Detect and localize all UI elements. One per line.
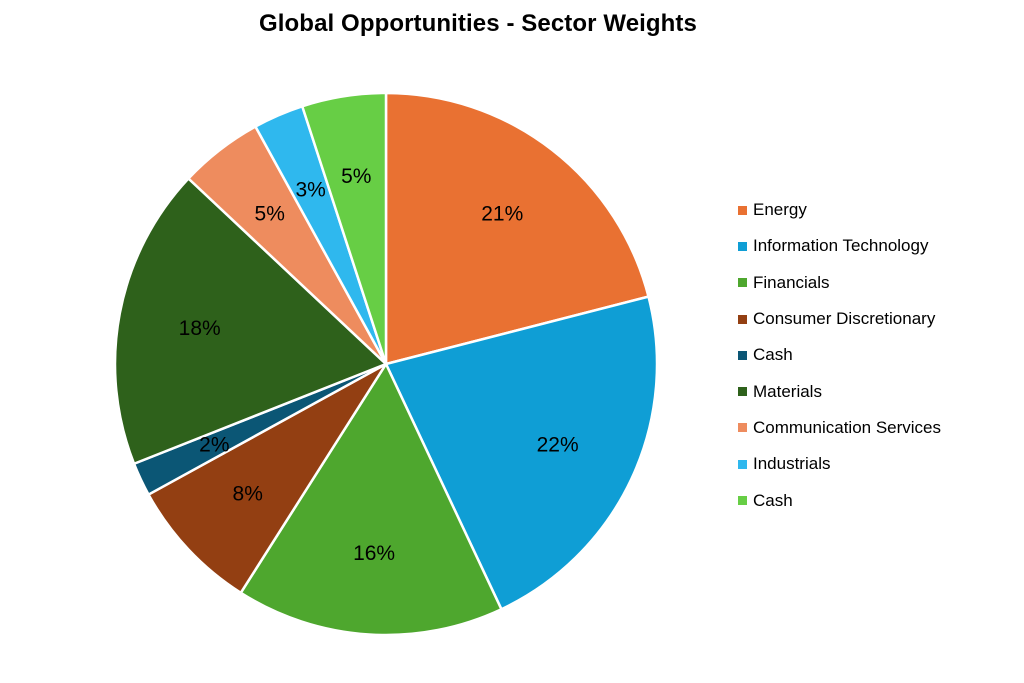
data-label-1: 21% xyxy=(481,203,523,226)
legend-item: Communication Services xyxy=(738,410,1018,446)
legend-item: Financials xyxy=(738,265,1018,301)
legend-item: Consumer Discretionary xyxy=(738,301,1018,337)
data-label-4: 8% xyxy=(233,482,263,505)
legend-label: Cash xyxy=(753,490,793,510)
legend-item: Industrials xyxy=(738,446,1018,482)
legend-item: Materials xyxy=(738,373,1018,409)
pie-slice-3 xyxy=(239,362,503,637)
legend-swatch xyxy=(738,496,747,506)
legend-swatch xyxy=(738,423,747,433)
legend-swatch xyxy=(738,241,747,251)
data-label-3: 16% xyxy=(353,542,395,565)
legend-swatch xyxy=(738,387,747,397)
legend-swatch xyxy=(738,459,747,469)
data-label-7: 5% xyxy=(255,203,285,226)
pie-slice-2 xyxy=(384,295,659,611)
legend-label: Cash xyxy=(753,345,793,365)
legend-item: Cash xyxy=(738,337,1018,373)
pie-slice-1 xyxy=(384,91,650,366)
legend-label: Communication Services xyxy=(753,417,942,437)
legend-label: Materials xyxy=(753,381,822,401)
legend-label: Information Technology xyxy=(753,236,929,256)
data-label-8: 3% xyxy=(295,178,325,201)
legend-swatch xyxy=(738,350,747,360)
legend-swatch xyxy=(738,205,747,215)
legend-item: Energy xyxy=(738,192,1018,228)
legend-swatch xyxy=(738,278,747,288)
legend-item: Cash xyxy=(738,482,1018,518)
pie-slice-6 xyxy=(113,177,388,466)
legend-label: Financials xyxy=(753,272,830,292)
chart-legend: Energy Information Technology Financials Co… xyxy=(738,192,1018,519)
legend-label: Consumer Discretionary xyxy=(753,309,936,329)
legend-label: Industrials xyxy=(753,454,831,474)
data-label-5: 2% xyxy=(199,433,229,456)
data-label-2: 22% xyxy=(537,433,579,456)
chart-title: Global Opportunities - Sector Weights xyxy=(259,10,697,37)
legend-label: Energy xyxy=(753,200,807,220)
data-label-9: 5% xyxy=(341,165,371,188)
pie-slice-9 xyxy=(301,91,388,366)
data-label-6: 18% xyxy=(179,317,221,340)
pie-slice-4 xyxy=(147,362,388,595)
legend-swatch xyxy=(738,314,747,324)
legend-item: Information Technology xyxy=(738,228,1018,264)
